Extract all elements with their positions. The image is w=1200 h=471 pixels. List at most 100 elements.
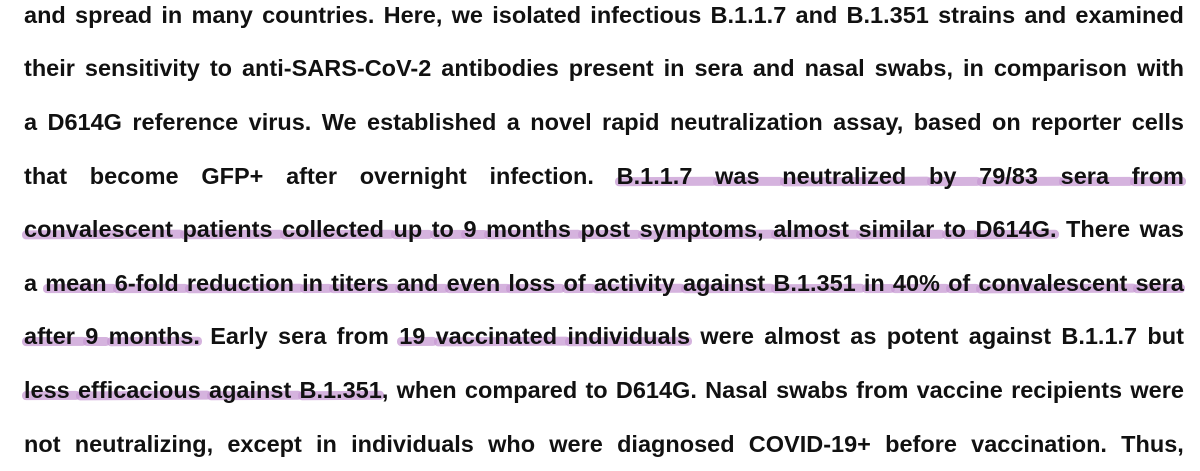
- word-label: nasal: [804, 55, 865, 81]
- word-text: swabs,: [875, 55, 953, 82]
- word-text: vaccine: [917, 377, 1003, 404]
- word: and: [796, 2, 838, 29]
- text-line: and spread in many countries. Here, we isolated…: [24, 2, 1184, 42]
- word-label: against: [682, 270, 766, 296]
- word: were: [549, 431, 603, 458]
- word-text: and: [753, 55, 795, 82]
- word-text: compared: [465, 377, 577, 404]
- text-line: after 9 months. Early sera from 19 vaccinated in…: [21, 323, 1184, 363]
- highlighted-word: convalescent: [976, 270, 1138, 297]
- word: infectious: [590, 2, 701, 29]
- word-text: overnight: [360, 163, 467, 190]
- word: and: [394, 270, 449, 297]
- word: to: [210, 55, 232, 82]
- word-text: to: [210, 55, 232, 82]
- word-label: comparison: [993, 55, 1128, 81]
- word: against: [206, 377, 302, 404]
- word-label: antibodies: [441, 55, 559, 81]
- word-label: we: [451, 2, 484, 28]
- word: B.1.1.7: [1061, 323, 1137, 350]
- highlighted-word: was: [713, 163, 785, 190]
- word-label: D614G: [47, 109, 122, 135]
- word-text: recipients: [1011, 377, 1122, 404]
- word: 9: [461, 216, 489, 243]
- word-label: sera: [1135, 270, 1184, 296]
- word-label: less: [24, 377, 70, 403]
- word: 6-fold: [112, 270, 189, 297]
- word: anti-SARS-CoV-2: [242, 55, 431, 82]
- word-label: collected: [282, 216, 384, 242]
- highlighted-word: to: [941, 216, 978, 243]
- word: in: [963, 55, 984, 82]
- word: and: [24, 2, 66, 29]
- word-label: recipients: [1011, 377, 1123, 403]
- word-label: neutralized: [782, 163, 907, 189]
- word-label: was: [1139, 216, 1184, 242]
- word: in: [664, 55, 685, 82]
- word-text: a: [24, 270, 37, 297]
- word-label: similar: [858, 216, 935, 242]
- text-line: less efficacious against B.1.351, when compar…: [21, 377, 1184, 417]
- word-label: GFP+: [201, 163, 264, 189]
- word-text: infectious: [590, 2, 701, 29]
- word: sensitivity: [85, 55, 200, 82]
- word: 9: [83, 323, 111, 350]
- highlighted-word: collected: [280, 216, 396, 243]
- word: based: [914, 109, 982, 136]
- word-text: sera: [278, 323, 326, 350]
- word: similar: [856, 216, 946, 243]
- word: vaccination.: [971, 431, 1107, 458]
- word-label: neutralization: [669, 109, 823, 135]
- word: established: [367, 109, 496, 136]
- word-text: individuals: [351, 431, 474, 458]
- word-label: 79/83: [979, 163, 1038, 189]
- highlighted-word: B.1.1.7: [614, 163, 718, 190]
- word-label: individuals: [351, 431, 474, 457]
- highlighted-word: and: [394, 270, 449, 297]
- word: symptoms,: [637, 216, 776, 243]
- word-label: potent: [886, 323, 959, 349]
- word-label: their: [24, 55, 75, 81]
- word-label: diagnosed: [617, 431, 735, 457]
- word-text: on: [992, 109, 1021, 136]
- highlighted-word: B.1.351: [771, 270, 866, 297]
- word-label: almost: [764, 323, 841, 349]
- word: sera: [694, 55, 742, 82]
- word: COVID-19+: [749, 431, 871, 458]
- highlighted-word: activity: [591, 270, 686, 297]
- word: We: [322, 109, 357, 136]
- word-text: from: [856, 377, 908, 404]
- word-label: cells: [1131, 109, 1184, 135]
- word-label: of: [563, 270, 586, 296]
- text-line: a D614G reference virus. We established a novel…: [24, 109, 1184, 149]
- word-text: we: [452, 2, 483, 29]
- text-line: convalescent patients collected up to 9 months…: [21, 216, 1184, 256]
- word-label: swabs,: [874, 55, 953, 81]
- word-label: ,: [381, 377, 389, 403]
- word-label: to: [209, 55, 233, 81]
- word-label: Early: [210, 323, 268, 349]
- word-text: ,: [382, 377, 389, 404]
- word-label: after: [286, 163, 337, 189]
- word: up: [391, 216, 434, 243]
- word-text: and: [796, 2, 838, 29]
- word-text: not: [24, 431, 61, 458]
- word-text: rapid: [602, 109, 659, 136]
- word-label: rapid: [602, 109, 660, 135]
- word: overnight: [360, 163, 467, 190]
- word-label: B.1.351: [299, 377, 382, 403]
- highlighted-word: titers: [329, 270, 399, 297]
- word: patients: [180, 216, 285, 243]
- word-label: 9: [85, 323, 99, 349]
- word-label: was: [715, 163, 760, 189]
- word-label: spread: [75, 2, 153, 28]
- word: D614G.: [616, 377, 697, 404]
- word: D614G.: [973, 216, 1059, 243]
- word-text: against: [969, 323, 1051, 350]
- word: GFP+: [201, 163, 263, 190]
- highlighted-word: from: [1129, 163, 1186, 190]
- word-text: become: [90, 163, 179, 190]
- word-label: B.1.351: [773, 270, 856, 296]
- word: of: [946, 270, 981, 297]
- word-label: and: [24, 2, 66, 28]
